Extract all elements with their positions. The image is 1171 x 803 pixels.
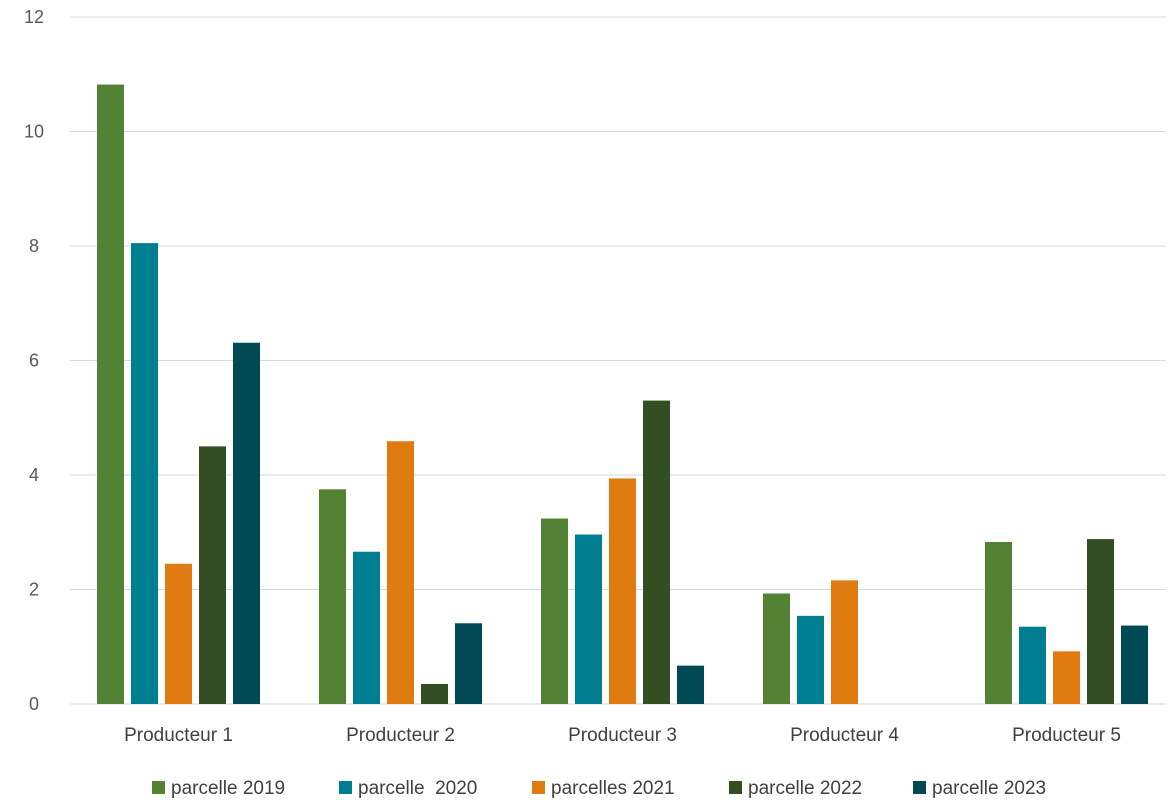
bar-1-2 [131, 243, 158, 704]
y-tick-label: 12 [24, 7, 44, 27]
bar-4-2 [797, 615, 824, 704]
bar-5-5 [1121, 625, 1148, 704]
y-tick-label: 4 [29, 465, 39, 485]
bar-4-3 [831, 580, 858, 704]
y-tick-label: 0 [29, 694, 39, 714]
legend-label: parcelle 2022 [748, 778, 862, 799]
y-axis-ticks: 0 2 4 6 8 10 12 [24, 7, 44, 714]
bar-5-1 [985, 541, 1012, 704]
legend-label: parcelle 2019 [171, 778, 285, 799]
bar-5-4 [1087, 539, 1114, 704]
y-tick-label: 6 [29, 351, 39, 371]
x-category-label: Producteur 2 [346, 725, 455, 746]
bar-2-3 [387, 441, 414, 704]
bar-4-1 [763, 593, 790, 704]
legend-label: parcelles 2021 [551, 778, 675, 799]
x-category-label: Producteur 5 [1012, 725, 1121, 746]
bar-5-3 [1053, 651, 1080, 704]
bar-3-5 [677, 665, 704, 704]
bar-1-3 [165, 563, 192, 704]
x-category-label: Producteur 4 [790, 725, 899, 746]
bar-2-2 [353, 551, 380, 704]
legend-label: parcelle 2020 [358, 778, 477, 799]
legend-swatch [339, 781, 352, 794]
x-category-label: Producteur 1 [124, 725, 233, 746]
legend: parcelle 2019 parcelle 2020 parcelles 2021… [152, 778, 1046, 799]
legend-swatch [913, 781, 926, 794]
bars [97, 84, 1148, 705]
bar-3-2 [575, 534, 602, 704]
bar-5-2 [1019, 626, 1046, 704]
bar-3-3 [609, 478, 636, 704]
x-axis-labels: Producteur 1 Producteur 2 Producteur 3 Prod… [124, 725, 1121, 746]
legend-label: parcelle 2023 [932, 778, 1046, 799]
legend-swatch [729, 781, 742, 794]
legend-swatch [532, 781, 545, 794]
bar-1-5 [233, 342, 260, 704]
bar-2-4 [421, 683, 448, 704]
bar-2-5 [455, 623, 482, 704]
bar-3-4 [643, 400, 670, 704]
y-tick-label: 2 [29, 580, 39, 600]
y-tick-label: 10 [24, 122, 44, 142]
bar-1-1 [97, 84, 124, 705]
bar-3-1 [541, 518, 568, 704]
bar-1-4 [199, 446, 226, 704]
y-tick-label: 8 [29, 236, 39, 256]
legend-swatch [152, 781, 165, 794]
bar-2-1 [319, 489, 346, 704]
x-category-label: Producteur 3 [568, 725, 677, 746]
